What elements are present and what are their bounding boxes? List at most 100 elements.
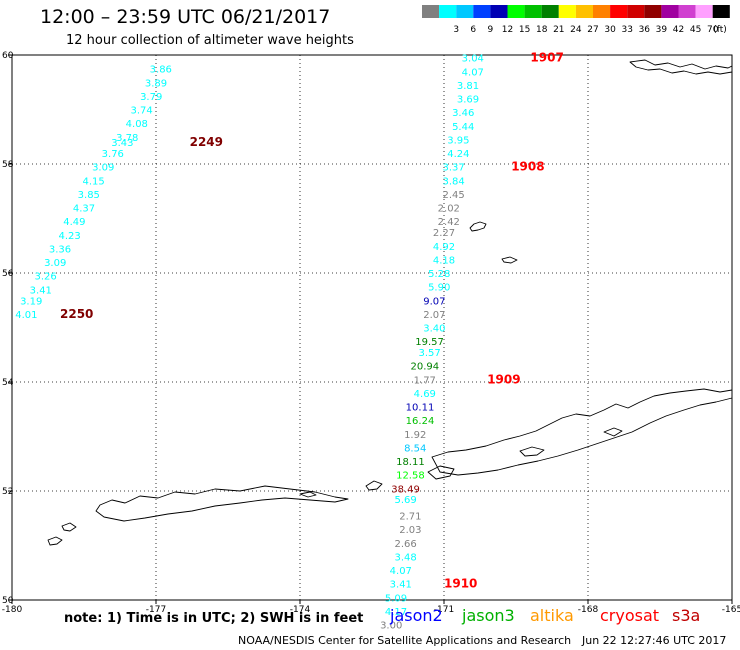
wave-height-east: 5.28 bbox=[428, 269, 450, 280]
wave-height-west: 3.85 bbox=[78, 190, 100, 201]
legend-label: 21 bbox=[553, 25, 564, 35]
coastline bbox=[427, 465, 455, 480]
legend-swatch bbox=[695, 5, 713, 18]
wave-height-east-south: 3.41 bbox=[390, 580, 412, 591]
y-tick-label: 54 bbox=[2, 378, 14, 388]
legend-swatch bbox=[627, 5, 645, 18]
coastline bbox=[365, 480, 383, 491]
coastline bbox=[61, 522, 77, 532]
wave-height-east: 1.77 bbox=[414, 375, 436, 386]
wave-height-east: 19.57 bbox=[415, 337, 444, 348]
wave-height-west: 4.08 bbox=[126, 119, 148, 130]
wave-height-west: 3.19 bbox=[20, 296, 42, 307]
legend-swatch bbox=[575, 5, 593, 18]
color-legend: 3 6 9 12 15 18 21 24 27 30 33 36 39 42 45 70(ft) bbox=[422, 5, 730, 35]
satellite-s3a: s3a bbox=[672, 606, 701, 625]
legend-label: 15 bbox=[519, 25, 530, 35]
wave-height-east: 3.95 bbox=[447, 135, 469, 146]
satellite-jason3: jason3 bbox=[462, 606, 515, 625]
pass-time-label: 1907 bbox=[530, 51, 563, 65]
wave-height-east: 10.11 bbox=[406, 403, 435, 414]
wave-height-east: 4.24 bbox=[447, 149, 469, 160]
legend-swatch bbox=[678, 5, 696, 18]
legend-label: 42 bbox=[673, 25, 684, 35]
wave-height-east-south: 3.00 bbox=[380, 621, 402, 632]
satellite-altika: altika bbox=[530, 606, 574, 625]
y-tick-label: 60 bbox=[2, 51, 14, 61]
legend-swatch bbox=[541, 5, 559, 18]
wave-height-east: 20.94 bbox=[410, 362, 439, 373]
map-frame bbox=[11, 54, 733, 601]
coastline bbox=[47, 536, 63, 546]
coastline bbox=[629, 59, 733, 75]
y-tick-label: 52 bbox=[2, 487, 13, 497]
wave-height-west: 4.23 bbox=[58, 231, 80, 242]
pass-time-label: 2249 bbox=[190, 135, 223, 149]
x-tick-label: -174 bbox=[290, 605, 311, 615]
wave-height-west: 3.36 bbox=[49, 244, 71, 255]
wave-height-east: 5.69 bbox=[394, 495, 416, 506]
satellite-cryosat: cryosat bbox=[600, 606, 660, 625]
coastline bbox=[469, 221, 487, 232]
wave-height-east: 2.07 bbox=[423, 310, 445, 321]
wave-height-west: 3.78 bbox=[116, 133, 138, 144]
legend-label: 36 bbox=[639, 25, 651, 35]
coastline bbox=[501, 256, 518, 264]
wave-height-west: 3.26 bbox=[34, 272, 56, 283]
legend-label: 45 bbox=[690, 25, 701, 35]
wave-height-east: 4.69 bbox=[414, 389, 436, 400]
coastline bbox=[519, 446, 545, 457]
wave-height-east: 12.58 bbox=[396, 471, 425, 482]
wave-height-east: 3.04 bbox=[462, 54, 484, 65]
wave-height-east-south: 4.17 bbox=[385, 607, 407, 618]
legend-swatch bbox=[422, 5, 440, 18]
wave-height-east: 38.49 bbox=[391, 484, 420, 495]
wave-height-west: 3.41 bbox=[30, 285, 52, 296]
wave-height-east-south: 5.09 bbox=[385, 593, 407, 604]
wave-height-east: 3.84 bbox=[442, 176, 464, 187]
wave-height-east: 2.02 bbox=[438, 204, 460, 215]
coastline bbox=[603, 427, 623, 437]
legend-label: 70 bbox=[707, 25, 719, 35]
wave-height-east: 16.24 bbox=[406, 416, 435, 427]
y-tick-label: 58 bbox=[2, 160, 14, 170]
wave-height-east-south: 4.07 bbox=[390, 566, 412, 577]
legend-label: 27 bbox=[587, 25, 598, 35]
x-tick-label: -177 bbox=[146, 605, 166, 615]
legend-unit: (ft) bbox=[713, 25, 727, 35]
wave-height-east-south: 2.71 bbox=[399, 512, 421, 523]
pass-time-label: 1908 bbox=[511, 160, 544, 174]
generated-timestamp: Jun 22 12:27:46 UTC 2017 bbox=[582, 634, 727, 647]
y-tick-label: 56 bbox=[2, 269, 14, 279]
wave-height-west: 4.01 bbox=[15, 310, 37, 321]
chart-title: 12:00 – 23:59 UTC 06/21/2017 bbox=[40, 6, 331, 28]
wave-height-west: 4.37 bbox=[73, 204, 95, 215]
pass-time-label: 2250 bbox=[60, 307, 93, 321]
wave-height-east: 5.90 bbox=[428, 283, 450, 294]
legend-label: 12 bbox=[502, 25, 513, 35]
wave-height-east: 8.54 bbox=[404, 443, 426, 454]
wave-height-west: 4.15 bbox=[82, 176, 104, 187]
legend-swatch bbox=[644, 5, 662, 18]
wave-height-east: 3.81 bbox=[457, 81, 479, 92]
legend-swatch bbox=[456, 5, 474, 18]
wave-height-west: 3.86 bbox=[150, 65, 172, 76]
wave-height-east-south: 3.48 bbox=[394, 552, 416, 563]
legend-label: 6 bbox=[470, 25, 476, 35]
wave-height-east: 4.92 bbox=[433, 242, 455, 253]
wave-height-west: 3.79 bbox=[140, 92, 162, 103]
legend-label: 30 bbox=[604, 25, 616, 35]
wave-height-east: 3.37 bbox=[442, 163, 464, 174]
wave-height-east: 9.07 bbox=[423, 296, 445, 307]
legend-swatch bbox=[558, 5, 576, 18]
wave-height-east: 4.07 bbox=[462, 67, 484, 78]
coastline bbox=[299, 491, 317, 498]
wave-height-east-south: 2.66 bbox=[394, 539, 416, 550]
coastline bbox=[431, 388, 733, 476]
wave-height-west: 3.09 bbox=[44, 258, 66, 269]
legend-swatch bbox=[593, 5, 611, 18]
x-tick-label: -168 bbox=[578, 605, 599, 615]
chart-subtitle: 12 hour collection of altimeter wave hei… bbox=[66, 33, 354, 48]
legend-swatch bbox=[507, 5, 525, 18]
